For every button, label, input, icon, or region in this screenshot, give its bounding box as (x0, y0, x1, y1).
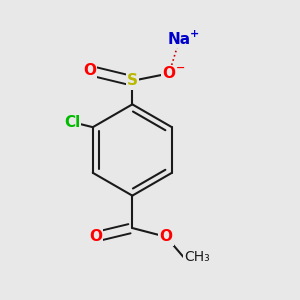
Text: S: S (127, 73, 138, 88)
Text: O: O (89, 230, 102, 244)
Text: CH₃: CH₃ (184, 250, 210, 265)
Text: O: O (160, 230, 173, 244)
Text: O: O (163, 66, 176, 81)
Text: −: − (176, 63, 185, 73)
Text: O: O (83, 63, 96, 78)
Text: Cl: Cl (64, 115, 80, 130)
Text: Na: Na (168, 32, 191, 47)
Text: +: + (190, 29, 200, 39)
